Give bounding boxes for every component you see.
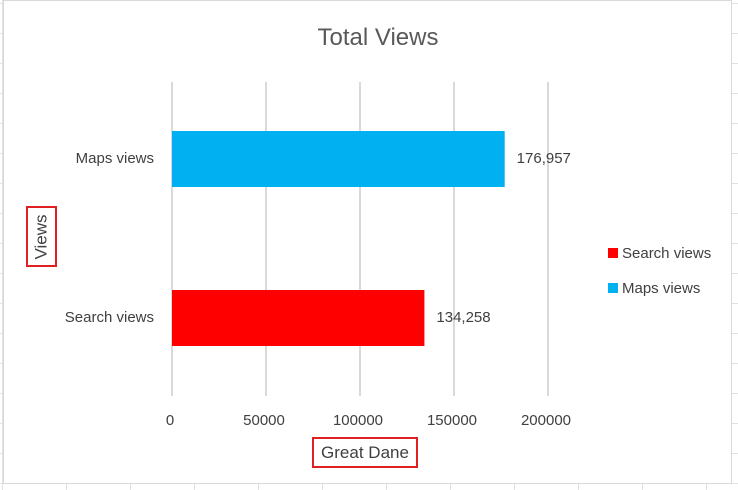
legend-label-0: Search views — [622, 245, 711, 262]
legend-label-1: Maps views — [622, 280, 700, 297]
data-label-maps-views: 176,957 — [517, 150, 571, 167]
legend-swatch-0 — [608, 248, 618, 258]
bars — [172, 131, 505, 346]
x-tick-label-50000: 50000 — [243, 412, 285, 429]
data-labels: 176,957 134,258 — [436, 150, 571, 326]
chart-area[interactable] — [3, 0, 732, 484]
x-tick-label-100000: 100000 — [333, 412, 383, 429]
chart-title: Total Views — [318, 24, 439, 51]
x-axis-title: Great Dane — [312, 437, 418, 468]
bar-maps-views — [172, 131, 505, 187]
category-labels: Maps views Search views — [65, 150, 154, 326]
data-label-search-views: 134,258 — [436, 309, 490, 326]
category-label-1: Search views — [65, 309, 154, 326]
y-axis-title: Views — [26, 206, 57, 267]
x-tick-label-0: 0 — [166, 412, 174, 429]
x-tick-label-200000: 200000 — [521, 412, 571, 429]
x-tick-label-150000: 150000 — [427, 412, 477, 429]
legend: Search views Maps views — [608, 245, 711, 297]
category-label-0: Maps views — [76, 150, 154, 167]
gridlines — [171, 82, 549, 396]
x-tick-labels: 0 50000 100000 150000 200000 — [166, 412, 571, 429]
bar-search-views — [172, 290, 425, 346]
legend-swatch-1 — [608, 283, 618, 293]
